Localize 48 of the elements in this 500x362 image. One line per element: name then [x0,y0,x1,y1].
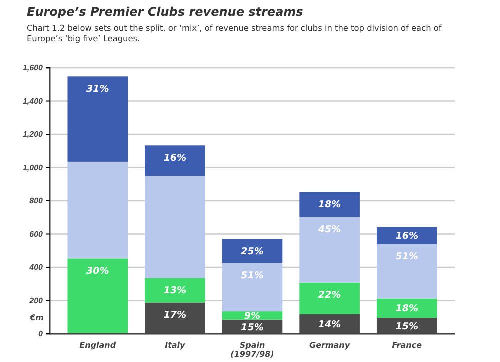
y-tick-label: 400 [28,263,44,272]
bar [145,278,206,303]
bar [222,263,283,312]
bar [222,239,283,264]
chart-title: Europe’s Premier Clubs revenue streams [27,5,304,19]
x-tick-label: Spain (1997/98) [230,341,274,359]
y-tick-label: 1,600 [22,64,44,73]
bar [376,244,438,299]
y-tick-label: 1,400 [22,96,44,106]
y-tick-label: 800 [30,196,44,206]
annotation: 16% [396,231,418,242]
bar [68,258,128,334]
bar [145,146,206,176]
y-tick-label: 0 [38,330,44,339]
x-tick-label: England [80,341,116,350]
annotation: 51% [241,270,264,282]
annotation: 15% [396,321,418,332]
bar [376,227,438,244]
annotation: 22% [318,290,342,302]
bar [68,162,128,259]
y-tick-label: 200 [28,296,44,306]
annotation: 18% [396,304,418,315]
annotation: 15% [241,322,264,334]
annotation: 9% [244,311,261,322]
bar [145,176,206,278]
annotation: 14% [318,320,342,331]
annotation: 25% [241,246,264,258]
bar [300,217,360,283]
y-axis-title: €m [29,313,44,322]
annotation: 45% [317,224,342,236]
annotation: 31% [86,84,110,95]
x-tick-label: Germany [310,341,351,350]
annotation: 18% [318,200,342,211]
y-tick-label: 600 [30,230,44,239]
annotation: 16% [164,152,187,164]
annotation: 17% [164,310,187,322]
bar [68,76,128,162]
chart-subtitle: Chart 1.2 below sets out the split, or ‘mix’, of revenue streams for clubs in the top division of each of Europe’s ‘big five’ Leagues. [27,23,443,44]
annotation: 51% [396,252,418,263]
annotation: 30% [86,266,110,278]
annotation: 13% [164,286,187,297]
y-tick-label: 1,200 [22,130,44,140]
bar [300,282,360,314]
x-tick-label: Italy [165,341,186,350]
x-tick-label: France [392,341,423,350]
y-tick-label: 1,000 [22,163,44,172]
bar [376,298,438,318]
bar [300,192,360,218]
